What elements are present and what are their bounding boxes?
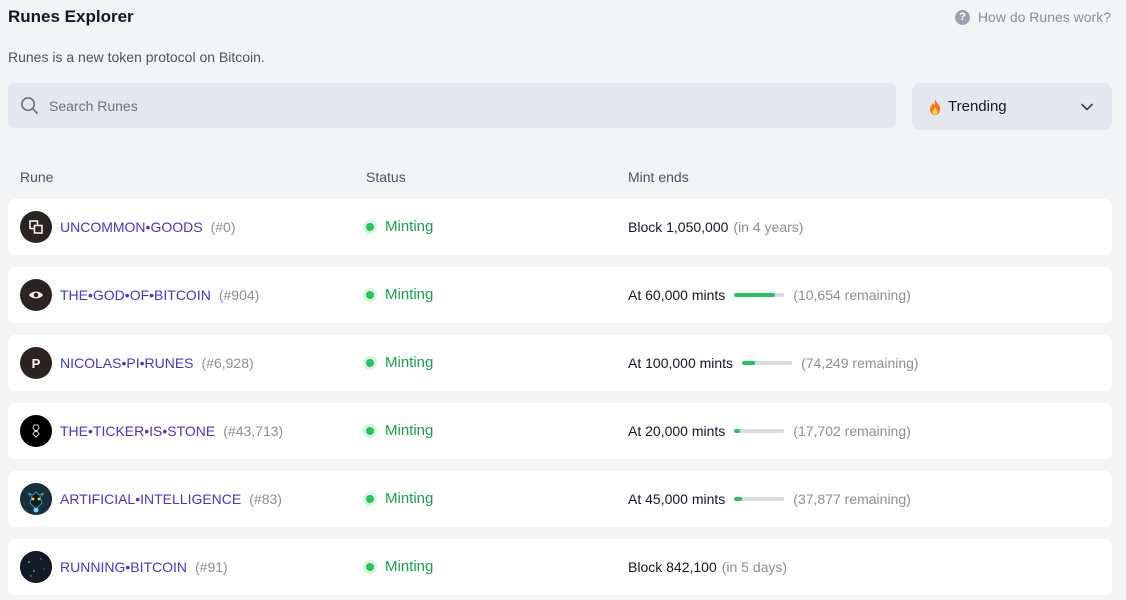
status-label: Minting	[385, 218, 434, 235]
status-badge: Minting	[363, 218, 433, 235]
mint-progress-bar	[742, 361, 793, 365]
status-dot-icon	[363, 355, 377, 370]
status-dot-icon	[363, 423, 377, 438]
rune-name: THE•TICKER•IS•STONE	[60, 423, 216, 439]
mint-ends-value: At 60,000 mints	[628, 287, 726, 303]
ticker-stone-avatar	[20, 415, 52, 447]
page-title: Runes Explorer	[8, 7, 134, 26]
status-label: Minting	[385, 286, 434, 303]
mint-ends-value: Block 842,100	[628, 559, 717, 575]
status-dot-icon	[363, 491, 377, 506]
rune-number: (#6,928)	[201, 355, 254, 371]
page-subtitle: Runes is a new token protocol on Bitcoin…	[8, 49, 265, 65]
rune-number: (#43,713)	[223, 423, 284, 439]
how-runes-work-link[interactable]: ? How do Runes work?	[954, 9, 1111, 25]
mint-ends-value: Block 1,050,000	[628, 219, 729, 235]
rune-number: (#904)	[218, 287, 260, 303]
rune-number: (#83)	[249, 491, 282, 507]
mint-ends-note: (10,654 remaining)	[793, 287, 911, 303]
mint-ends: Block 1,050,000 (in 4 years)	[628, 219, 803, 235]
sort-selected-label: Trending	[948, 98, 1007, 115]
status-label: Minting	[385, 490, 434, 507]
mint-progress-bar	[734, 429, 785, 433]
column-header-status[interactable]: Status	[366, 169, 406, 185]
mint-ends-value: At 100,000 mints	[628, 355, 734, 371]
uncommon-goods-avatar	[20, 211, 52, 243]
mint-progress-bar	[734, 497, 785, 501]
mint-ends-note: (37,877 remaining)	[793, 491, 911, 507]
status-badge: Minting	[363, 490, 433, 507]
night-sky-avatar	[20, 551, 52, 583]
mint-ends: At 45,000 mints (37,877 remaining)	[628, 491, 911, 507]
mint-ends: At 100,000 mints (74,249 remaining)	[628, 355, 919, 371]
table-row[interactable]: ARTIFICIAL•INTELLIGENCE (#83) Minting At …	[8, 471, 1112, 527]
mint-progress-bar	[734, 293, 785, 297]
rune-name: NICOLAS•PI•RUNES	[60, 355, 194, 371]
mint-ends-note: (17,702 remaining)	[793, 423, 911, 439]
eye-avatar	[20, 279, 52, 311]
column-header-rune[interactable]: Rune	[20, 169, 54, 185]
rune-name-link[interactable]: THE•TICKER•IS•STONE (#43,713)	[60, 423, 283, 439]
mint-ends-value: At 45,000 mints	[628, 491, 726, 507]
sort-dropdown[interactable]: Trending	[912, 83, 1112, 130]
search-input[interactable]	[49, 97, 869, 114]
table-row[interactable]: THE•GOD•OF•BITCOIN (#904) Minting At 60,0…	[8, 267, 1112, 323]
table-row[interactable]: RUNNING•BITCOIN (#91) Minting Block 842,1…	[8, 539, 1112, 595]
status-badge: Minting	[363, 354, 433, 371]
question-mark-icon: ?	[954, 9, 970, 25]
rune-number: (#0)	[210, 219, 236, 235]
search-bar[interactable]	[8, 83, 896, 128]
search-icon	[21, 97, 38, 114]
status-badge: Minting	[363, 422, 433, 439]
mint-ends: Block 842,100 (in 5 days)	[628, 559, 787, 575]
status-label: Minting	[385, 354, 434, 371]
rune-number: (#91)	[195, 559, 228, 575]
rune-name-link[interactable]: THE•GOD•OF•BITCOIN (#904)	[60, 287, 259, 303]
rune-name-link[interactable]: ARTIFICIAL•INTELLIGENCE (#83)	[60, 491, 282, 507]
chevron-down-icon	[1081, 103, 1093, 110]
mint-ends-note: (in 4 years)	[733, 219, 804, 235]
rune-name: UNCOMMON•GOODS	[60, 219, 203, 235]
status-badge: Minting	[363, 286, 433, 303]
flame-icon	[930, 98, 940, 115]
column-header-mint-ends[interactable]: Mint ends	[628, 169, 689, 185]
table-row[interactable]: P NICOLAS•PI•RUNES (#6,928) Minting At 10…	[8, 335, 1112, 391]
letter-p-avatar: P	[20, 347, 52, 379]
rune-name: ARTIFICIAL•INTELLIGENCE	[60, 491, 242, 507]
status-badge: Minting	[363, 558, 433, 575]
mint-ends-value: At 20,000 mints	[628, 423, 726, 439]
how-runes-work-label: How do Runes work?	[977, 9, 1111, 25]
robot-avatar	[20, 483, 52, 515]
status-label: Minting	[385, 422, 434, 439]
rune-name: THE•GOD•OF•BITCOIN	[60, 287, 211, 303]
table-row[interactable]: THE•TICKER•IS•STONE (#43,713) Minting At …	[8, 403, 1112, 459]
status-dot-icon	[363, 559, 377, 574]
status-dot-icon	[363, 219, 377, 234]
rune-name-link[interactable]: NICOLAS•PI•RUNES (#6,928)	[60, 355, 254, 371]
status-label: Minting	[385, 558, 434, 575]
rune-name: RUNNING•BITCOIN	[60, 559, 188, 575]
mint-ends: At 60,000 mints (10,654 remaining)	[628, 287, 911, 303]
rune-name-link[interactable]: UNCOMMON•GOODS (#0)	[60, 219, 235, 235]
mint-ends-note: (74,249 remaining)	[801, 355, 919, 371]
status-dot-icon	[363, 287, 377, 302]
mint-ends: At 20,000 mints (17,702 remaining)	[628, 423, 911, 439]
table-row[interactable]: UNCOMMON•GOODS (#0) Minting Block 1,050,0…	[8, 199, 1112, 255]
mint-ends-note: (in 5 days)	[721, 559, 788, 575]
rune-name-link[interactable]: RUNNING•BITCOIN (#91)	[60, 559, 228, 575]
